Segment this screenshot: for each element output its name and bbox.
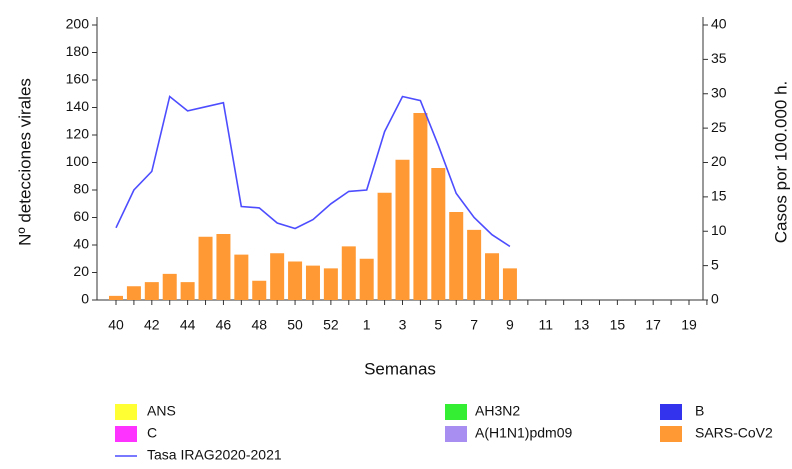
y-tick-label: 80 [73, 181, 89, 197]
x-tick-label: 5 [434, 317, 442, 333]
y-tick-label: 40 [73, 236, 89, 252]
bar [377, 192, 392, 300]
y2-tick-label: 10 [711, 222, 727, 238]
y2-tick-label: 5 [711, 256, 719, 272]
bar [126, 286, 141, 300]
bar [431, 168, 446, 300]
y-tick-label: 160 [66, 71, 90, 87]
legend-swatch [115, 426, 137, 442]
y-tick-label: 0 [81, 291, 89, 307]
x-tick-label: 9 [506, 317, 514, 333]
bar [449, 212, 464, 300]
y-tick-label: 60 [73, 208, 89, 224]
x-tick-label: 50 [287, 317, 303, 333]
x-tick-label: 40 [108, 317, 124, 333]
bar [144, 282, 159, 300]
legend-label: Tasa IRAG2020-2021 [147, 447, 282, 463]
y-axis-title: Nº detecciones virales [15, 78, 34, 246]
legend-label: A(H1N1)pdm09 [475, 425, 572, 441]
bar [162, 273, 177, 300]
legend-label: ANS [147, 403, 176, 419]
legend-label: AH3N2 [475, 403, 520, 419]
y-tick-label: 100 [66, 153, 90, 169]
bar [485, 253, 500, 300]
bar [502, 268, 517, 300]
y2-tick-label: 25 [711, 119, 727, 135]
y2-tick-label: 40 [711, 16, 727, 32]
legend-swatch [660, 426, 682, 442]
legend-swatch [445, 404, 467, 420]
line [115, 95, 511, 248]
legend-swatch [660, 404, 682, 420]
y2-tick-label: 30 [711, 84, 727, 100]
y2-axis-title: Casos por 100.000 h. [771, 81, 790, 244]
x-tick-label: 15 [610, 317, 626, 333]
legend-label: B [695, 403, 704, 419]
bar [323, 268, 338, 300]
y-tick-label: 200 [66, 16, 90, 32]
bar [395, 159, 410, 300]
bar [305, 265, 320, 300]
bar [216, 234, 231, 300]
bar [198, 236, 213, 300]
y-tick-label: 140 [66, 98, 90, 114]
x-tick-label: 7 [470, 317, 478, 333]
x-tick-label: 46 [216, 317, 232, 333]
x-tick-label: 1 [363, 317, 371, 333]
bar [359, 258, 374, 300]
bar [288, 261, 303, 300]
y2-tick-label: 15 [711, 188, 727, 204]
bar [341, 246, 356, 300]
x-tick-label: 48 [251, 317, 267, 333]
bar [413, 113, 428, 300]
legend-label: SARS-CoV2 [695, 425, 773, 441]
bar [467, 229, 482, 300]
bar [252, 280, 267, 300]
legend-label: C [147, 425, 157, 441]
x-tick-label: 52 [323, 317, 339, 333]
x-tick-label: 17 [645, 317, 661, 333]
y2-tick-label: 35 [711, 50, 727, 66]
bar [180, 282, 195, 300]
y-tick-label: 180 [66, 43, 90, 59]
bar [234, 254, 249, 300]
y-tick-label: 120 [66, 126, 90, 142]
x-tick-label: 11 [538, 317, 553, 333]
bar [109, 295, 123, 300]
legend-swatch [115, 404, 137, 420]
y2-tick-label: 20 [711, 153, 727, 169]
x-tick-label: 3 [399, 317, 407, 333]
y2-tick-label: 0 [711, 291, 719, 307]
x-tick-label: 13 [574, 317, 590, 333]
legend-swatch [445, 426, 467, 442]
bar [270, 253, 285, 300]
x-axis-title: Semanas [364, 359, 436, 378]
x-tick-label: 19 [681, 317, 697, 333]
y-tick-label: 20 [73, 263, 89, 279]
x-tick-label: 42 [144, 317, 160, 333]
x-tick-label: 44 [180, 317, 196, 333]
